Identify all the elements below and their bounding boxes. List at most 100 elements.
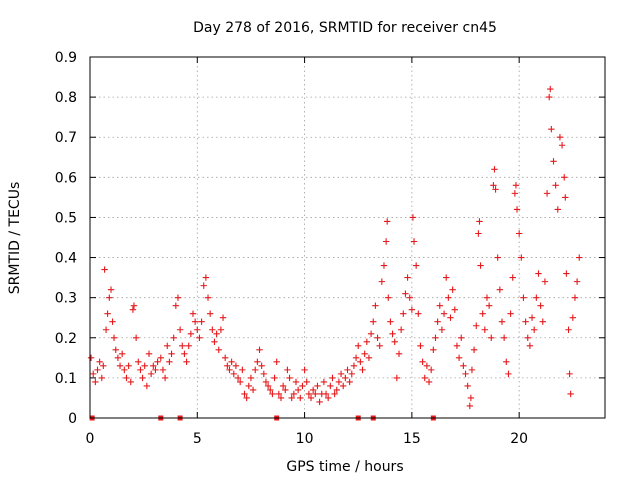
data-point	[143, 382, 151, 390]
data-point	[434, 318, 441, 325]
data-point	[333, 386, 340, 394]
data-point	[530, 326, 538, 333]
data-point	[423, 362, 431, 370]
data-point	[275, 390, 283, 398]
data-point	[539, 318, 546, 325]
data-point	[576, 254, 583, 261]
data-point	[94, 366, 101, 374]
data-point	[114, 354, 122, 362]
data-point	[145, 350, 153, 358]
y-tick-label: 0.4	[55, 251, 77, 267]
y-tick-label: 0.8	[55, 90, 77, 106]
data-point	[524, 334, 531, 341]
data-point	[464, 382, 471, 390]
x-tick-label: 15	[403, 431, 421, 447]
data-point	[127, 378, 134, 386]
data-point	[209, 326, 216, 333]
data-point	[123, 374, 130, 382]
data-point	[232, 362, 240, 370]
data-point	[168, 350, 175, 358]
data-point	[355, 342, 362, 349]
y-tick-label: 0.5	[55, 210, 77, 226]
data-point	[554, 206, 561, 213]
data-point	[470, 346, 478, 354]
data-point	[550, 158, 557, 165]
data-point	[101, 266, 108, 273]
data-point	[357, 358, 364, 366]
data-point	[402, 290, 409, 297]
data-point	[537, 302, 544, 309]
data-point	[107, 286, 115, 293]
data-point	[301, 366, 308, 374]
data-point	[179, 342, 186, 349]
data-point	[129, 306, 137, 313]
scatter-points	[87, 85, 583, 421]
data-point	[477, 262, 484, 269]
data-point	[383, 218, 391, 225]
data-point	[421, 374, 428, 382]
data-point	[219, 314, 227, 321]
data-point	[185, 342, 192, 349]
data-point	[98, 374, 106, 382]
data-point	[541, 278, 549, 285]
data-point	[286, 374, 293, 382]
data-point	[483, 294, 491, 301]
data-point	[269, 390, 276, 398]
data-point	[226, 366, 233, 374]
data-point	[152, 366, 159, 374]
data-point	[408, 306, 416, 313]
y-tick-label: 0.9	[55, 50, 77, 66]
data-point	[241, 390, 248, 398]
data-point	[198, 318, 205, 325]
data-point	[391, 338, 398, 345]
data-point	[294, 386, 302, 394]
data-point	[342, 374, 349, 382]
data-point	[247, 374, 255, 382]
data-point	[503, 358, 510, 366]
data-point	[324, 394, 332, 402]
data-point	[132, 334, 140, 341]
data-point	[552, 182, 559, 189]
data-point	[292, 378, 300, 386]
data-point	[159, 366, 167, 374]
data-point	[389, 330, 396, 337]
data-point	[462, 370, 469, 378]
data-point	[400, 310, 407, 317]
data-point	[378, 278, 386, 285]
data-point	[172, 302, 180, 309]
data-point	[485, 302, 493, 309]
data-point	[273, 358, 280, 366]
y-axis-label: SRMTID / TECUs	[7, 182, 23, 295]
data-point	[161, 374, 169, 382]
data-point	[170, 334, 177, 341]
data-point	[509, 274, 516, 281]
data-point	[204, 294, 212, 301]
data-point	[194, 326, 201, 333]
data-point	[558, 142, 566, 149]
data-point	[460, 362, 467, 370]
data-point	[476, 218, 483, 225]
data-point	[150, 362, 157, 370]
data-point	[395, 350, 403, 358]
data-point	[297, 394, 304, 402]
data-point	[217, 326, 225, 333]
data-point	[556, 134, 564, 141]
data-point	[475, 230, 482, 237]
data-point	[254, 358, 261, 366]
data-point	[348, 370, 355, 378]
data-point	[137, 366, 144, 374]
data-point	[309, 386, 317, 394]
data-point	[256, 346, 263, 354]
data-point	[340, 382, 347, 390]
data-point	[109, 318, 116, 325]
data-point	[571, 294, 579, 301]
y-tick-label: 0	[68, 411, 77, 427]
data-point	[547, 85, 554, 93]
data-point	[498, 318, 506, 325]
data-point	[481, 326, 489, 333]
data-point	[176, 326, 184, 333]
data-point	[228, 358, 235, 366]
data-point	[438, 326, 446, 333]
data-point	[409, 214, 417, 221]
data-point	[374, 334, 381, 341]
